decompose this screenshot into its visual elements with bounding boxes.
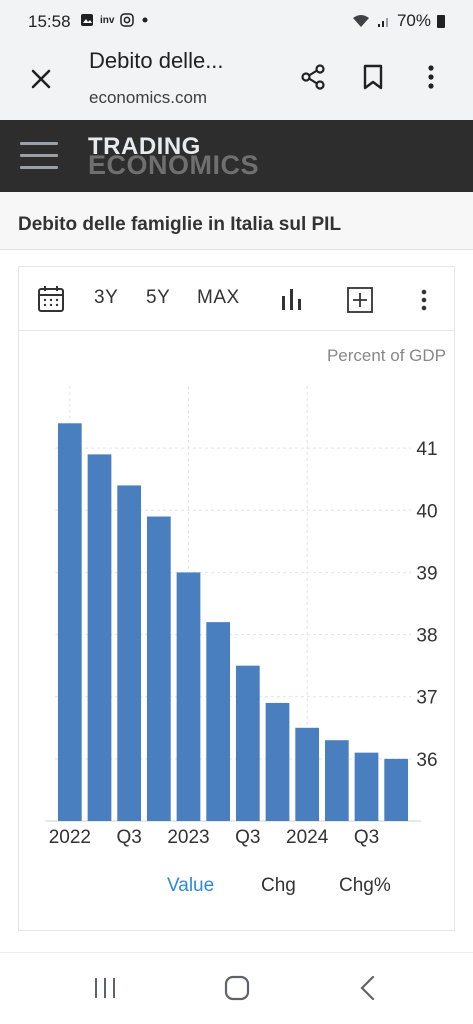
chart-bar[interactable] <box>295 727 320 821</box>
x-tick-label: Q3 <box>116 827 141 848</box>
chart-unit-label: Percent of GDP <box>327 346 446 365</box>
share-icon[interactable] <box>298 62 328 92</box>
x-tick-label: 2022 <box>49 827 91 848</box>
y-tick-label: 36 <box>416 750 437 771</box>
battery-percent: 70% <box>396 11 431 30</box>
gallery-icon <box>81 14 93 26</box>
tab-chg[interactable]: Chg <box>261 875 296 896</box>
browser-toolbar: Debito delle... economics.com <box>0 42 473 120</box>
signal-icon <box>377 18 388 27</box>
app-icon: inv <box>100 14 115 26</box>
menu-icon[interactable] <box>20 142 60 172</box>
chart-bar[interactable] <box>384 758 409 821</box>
range-max-button[interactable]: MAX <box>197 287 240 308</box>
status-time: 15:58 <box>28 12 71 31</box>
x-tick-label: 2024 <box>286 827 329 848</box>
page-title: Debito delle... <box>89 48 224 73</box>
chart-card: 3Y 5Y MAX 36 37 38 39 40 41 2022 Q3 2023 Q3 2024 Q… <box>18 266 455 931</box>
close-icon[interactable] <box>26 64 56 94</box>
chart-bar[interactable] <box>57 423 82 821</box>
recent-apps-icon[interactable] <box>92 975 118 1001</box>
home-icon[interactable] <box>224 975 250 1001</box>
chart-bar[interactable] <box>235 665 260 821</box>
page-url[interactable]: economics.com <box>89 88 208 107</box>
tab-chg-percent[interactable]: Chg% <box>339 875 391 896</box>
chart-bar[interactable] <box>117 485 142 821</box>
chart-bar[interactable] <box>324 740 349 821</box>
page-heading: Debito delle famiglie in Italia sul PIL <box>18 214 342 235</box>
y-tick-label: 41 <box>416 439 437 460</box>
chart-type-icon[interactable] <box>279 284 305 314</box>
chart-bar[interactable] <box>146 516 171 822</box>
chart-value-tabs: Value Chg Chg% <box>19 869 454 909</box>
range-3y-button[interactable]: 3Y <box>94 287 119 308</box>
calendar-icon[interactable] <box>37 284 65 314</box>
x-tick-label: Q3 <box>354 827 379 848</box>
site-header: TRADING ECONOMICS <box>0 120 473 192</box>
status-right-icons: 70% <box>351 11 445 31</box>
logo-line-1: TRADING <box>88 133 201 160</box>
tab-value[interactable]: Value <box>167 875 215 896</box>
chart-bar[interactable] <box>87 454 112 821</box>
more-options-icon[interactable] <box>417 284 431 314</box>
x-tick-label: 2023 <box>167 827 209 848</box>
status-bar: 15:58 inv 70% <box>0 0 473 42</box>
chart-toolbar: 3Y 5Y MAX <box>19 267 454 331</box>
chart-bar[interactable] <box>265 702 290 821</box>
chart-bar[interactable] <box>206 622 231 821</box>
y-axis-labels: 36 37 38 39 40 41 <box>416 439 437 771</box>
chart-bar[interactable] <box>354 752 379 821</box>
logo-line-2: ECONOMICS <box>88 150 260 180</box>
chart-area: 36 37 38 39 40 41 2022 Q3 2023 Q3 2024 Q3 Percent … <box>19 331 454 931</box>
instagram-icon <box>120 13 135 27</box>
range-5y-button[interactable]: 5Y <box>146 287 171 308</box>
status-notification-icons: inv <box>80 13 150 27</box>
wifi-icon <box>352 15 369 27</box>
bar-chart[interactable]: 36 37 38 39 40 41 2022 Q3 2023 Q3 2024 Q3 Percent … <box>19 331 454 861</box>
battery-icon <box>437 14 445 28</box>
chart-bars <box>57 423 409 822</box>
add-indicator-icon[interactable] <box>346 284 374 314</box>
more-vert-icon[interactable] <box>418 62 444 92</box>
y-tick-label: 38 <box>416 626 437 647</box>
site-logo[interactable]: TRADING ECONOMICS <box>88 133 260 180</box>
back-icon[interactable] <box>358 975 378 1001</box>
headline-bar: Debito delle famiglie in Italia sul PIL <box>0 192 473 250</box>
dot-icon <box>142 17 148 23</box>
system-navigation-bar <box>0 952 473 1024</box>
y-tick-label: 40 <box>416 501 437 522</box>
chart-bar[interactable] <box>176 572 201 821</box>
bookmark-icon[interactable] <box>360 62 386 92</box>
x-axis-labels: 2022 Q3 2023 Q3 2024 Q3 <box>49 827 379 848</box>
x-tick-label: Q3 <box>235 827 260 848</box>
y-tick-label: 39 <box>416 563 437 584</box>
y-tick-label: 37 <box>416 688 437 709</box>
